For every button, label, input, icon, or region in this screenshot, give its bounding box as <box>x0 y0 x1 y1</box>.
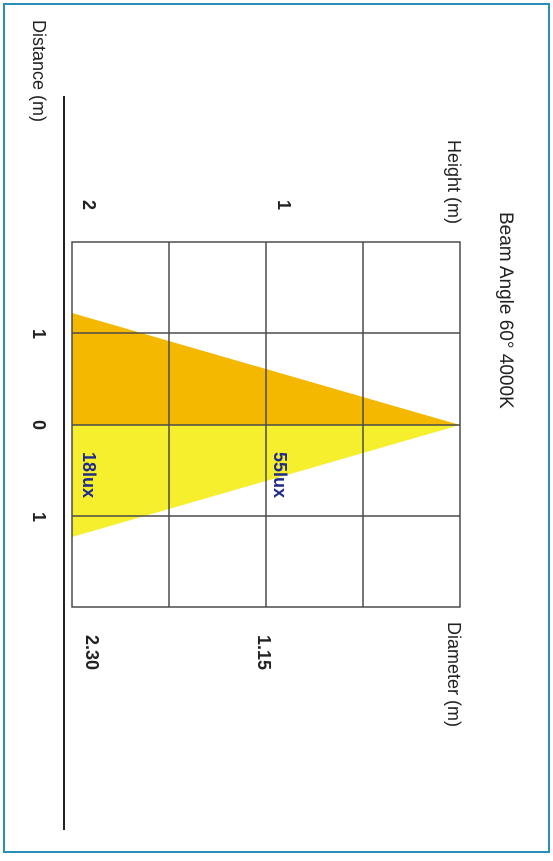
distance-tick: 0 <box>29 420 49 430</box>
diagram-title: Beam Angle 60° 4000K <box>495 212 516 409</box>
diameter-value: 1.15 <box>254 635 274 670</box>
diameter-label: Diameter (m) <box>444 622 464 727</box>
height-tick: 1 <box>274 200 294 210</box>
lux-value: 18lux <box>79 452 99 498</box>
distance-tick: 1 <box>29 512 49 522</box>
distance-label: Distance (m) <box>29 20 49 122</box>
distance-tick: 1 <box>29 329 49 339</box>
diameter-value: 2.30 <box>82 635 102 670</box>
grid <box>71 241 461 608</box>
outer-border <box>3 3 550 853</box>
lux-value: 55lux <box>270 452 290 498</box>
height-label: Height (m) <box>444 140 464 224</box>
height-tick: 2 <box>79 200 99 210</box>
